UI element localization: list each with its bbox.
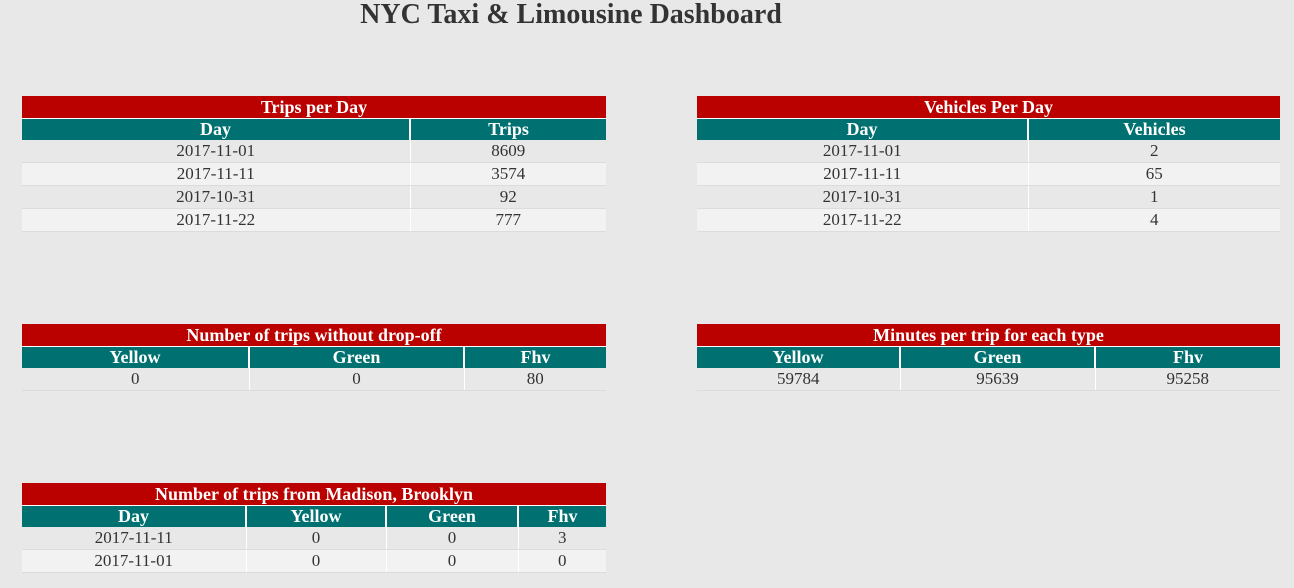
column-header-yellow: Yellow bbox=[697, 346, 901, 368]
table-cell: 4 bbox=[1028, 208, 1281, 232]
trips-without-dropoff-title: Number of trips without drop-off bbox=[22, 324, 607, 347]
table-cell: 2 bbox=[1028, 140, 1281, 163]
column-header-green: Green bbox=[249, 346, 465, 368]
table-cell: 2017-10-31 bbox=[22, 185, 411, 209]
table-row: 2017-11-01 2 bbox=[697, 140, 1281, 163]
table-cell: 59784 bbox=[697, 368, 901, 391]
column-header-fhv: Fhv bbox=[518, 505, 607, 527]
table-cell: 2017-11-22 bbox=[22, 208, 411, 232]
table-cell: 2017-11-11 bbox=[22, 527, 247, 550]
trips-from-madison-table: Number of trips from Madison, Brooklyn D… bbox=[22, 483, 607, 573]
column-header-green: Green bbox=[900, 346, 1096, 368]
table-cell: 65 bbox=[1028, 162, 1281, 186]
table-cell: 92 bbox=[410, 185, 606, 209]
table-row: 2017-11-11 3574 bbox=[22, 162, 606, 186]
table-cell: 2017-11-01 bbox=[22, 549, 247, 573]
vehicles-per-day-panel: Vehicles Per Day Day Vehicles 2017-11-01… bbox=[697, 96, 1281, 232]
table-cell: 0 bbox=[249, 368, 465, 391]
vehicles-per-day-title: Vehicles Per Day bbox=[697, 96, 1281, 119]
column-header-yellow: Yellow bbox=[22, 346, 250, 368]
table-row: 2017-11-22 4 bbox=[697, 208, 1281, 232]
table-cell: 0 bbox=[22, 368, 250, 391]
table-row: 2017-11-11 0 0 3 bbox=[22, 527, 607, 550]
table-cell: 0 bbox=[246, 549, 387, 573]
table-cell: 0 bbox=[386, 549, 519, 573]
column-header-fhv: Fhv bbox=[1095, 346, 1280, 368]
table-cell: 8609 bbox=[410, 140, 606, 163]
table-row: 59784 95639 95258 bbox=[697, 368, 1280, 391]
trips-per-day-title: Trips per Day bbox=[22, 96, 606, 119]
table-cell: 0 bbox=[386, 527, 519, 550]
table-cell: 3 bbox=[518, 527, 607, 550]
vehicles-per-day-table: Vehicles Per Day Day Vehicles 2017-11-01… bbox=[697, 96, 1281, 232]
table-cell: 2017-10-31 bbox=[697, 185, 1029, 209]
trips-without-dropoff-table: Number of trips without drop-off Yellow … bbox=[22, 324, 607, 391]
column-header-vehicles: Vehicles bbox=[1028, 118, 1281, 140]
table-row: 2017-10-31 92 bbox=[22, 185, 606, 209]
column-header-day: Day bbox=[697, 118, 1029, 140]
trips-per-day-table: Trips per Day Day Trips 2017-11-01 8609 20… bbox=[22, 96, 606, 232]
trips-from-madison-title: Number of trips from Madison, Brooklyn bbox=[22, 483, 607, 506]
table-cell: 0 bbox=[246, 527, 387, 550]
column-header-green: Green bbox=[386, 505, 519, 527]
trips-without-dropoff-panel: Number of trips without drop-off Yellow … bbox=[22, 324, 607, 391]
table-row: 2017-11-22 777 bbox=[22, 208, 606, 232]
minutes-per-trip-title: Minutes per trip for each type bbox=[697, 324, 1280, 347]
table-cell: 2017-11-01 bbox=[697, 140, 1029, 163]
table-row: 2017-11-01 8609 bbox=[22, 140, 606, 163]
table-cell: 2017-11-11 bbox=[22, 162, 411, 186]
table-cell: 2017-11-22 bbox=[697, 208, 1029, 232]
table-cell: 0 bbox=[518, 549, 607, 573]
column-header-day: Day bbox=[22, 118, 411, 140]
table-row: 2017-10-31 1 bbox=[697, 185, 1281, 209]
table-row: 0 0 80 bbox=[22, 368, 607, 391]
table-cell: 3574 bbox=[410, 162, 606, 186]
table-cell: 95258 bbox=[1095, 368, 1280, 391]
column-header-trips: Trips bbox=[410, 118, 606, 140]
trips-per-day-panel: Trips per Day Day Trips 2017-11-01 8609 20… bbox=[22, 96, 606, 232]
minutes-per-trip-table: Minutes per trip for each type Yellow Gr… bbox=[697, 324, 1280, 391]
table-cell: 2017-11-11 bbox=[697, 162, 1029, 186]
table-cell: 80 bbox=[464, 368, 607, 391]
table-cell: 777 bbox=[410, 208, 606, 232]
table-row: 2017-11-11 65 bbox=[697, 162, 1281, 186]
table-cell: 1 bbox=[1028, 185, 1281, 209]
column-header-day: Day bbox=[22, 505, 247, 527]
trips-from-madison-panel: Number of trips from Madison, Brooklyn D… bbox=[22, 483, 607, 573]
table-cell: 2017-11-01 bbox=[22, 140, 411, 163]
minutes-per-trip-panel: Minutes per trip for each type Yellow Gr… bbox=[697, 324, 1280, 391]
table-row: 2017-11-01 0 0 0 bbox=[22, 549, 607, 573]
column-header-yellow: Yellow bbox=[246, 505, 387, 527]
table-cell: 95639 bbox=[900, 368, 1096, 391]
column-header-fhv: Fhv bbox=[464, 346, 607, 368]
page-title: NYC Taxi & Limousine Dashboard bbox=[360, 0, 782, 30]
